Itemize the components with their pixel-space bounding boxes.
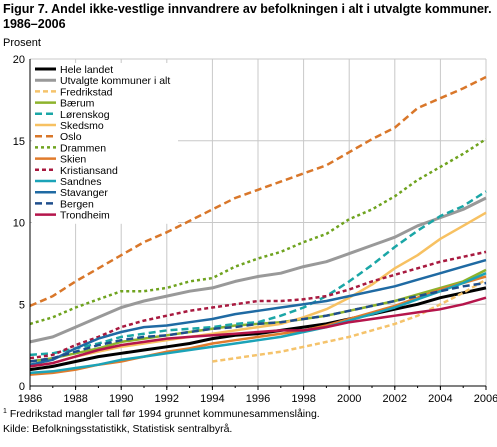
chart-title-line2: 1986–2006: [3, 17, 66, 31]
x-tick-label: 2006: [474, 393, 497, 405]
x-tick-label: 2002: [383, 393, 407, 405]
series-line: [212, 278, 487, 363]
legend-label: Kristiansand: [60, 165, 118, 177]
x-tick-label: 2004: [428, 393, 452, 405]
y-tick-label: 20: [13, 54, 25, 66]
series-line: [29, 190, 487, 357]
legend-label: Sandnes: [60, 176, 101, 188]
series-line: [29, 196, 487, 344]
y-tick-label: 0: [19, 381, 25, 393]
y-tick-label: 15: [13, 136, 25, 148]
legend-label: Trondheim: [60, 210, 110, 222]
legend-label: Utvalgte kommuner i alt: [60, 75, 170, 87]
legend-label: Hele landet: [60, 64, 113, 76]
axes: 0 5 10 15 20 1986 1988 1990 1992 1994 1996 1998 2000…: [13, 54, 497, 405]
series-line: [29, 258, 487, 366]
chart-title: Figur 7. Andel ikke-vestlige innvandrere…: [3, 2, 493, 32]
x-tick-label: 1998: [291, 393, 315, 405]
legend-label: Fredrikstad: [60, 86, 113, 98]
series-line: [29, 296, 487, 368]
footnote: 1 Fredrikstad mangler tall før 1994 grun…: [3, 404, 320, 422]
footnote-text: Fredrikstad mangler tall før 1994 grunne…: [6, 408, 320, 420]
source-note: Kilde: Befolkningsstatistikk, Statistisk…: [3, 423, 233, 435]
chart-title-line1: Figur 7. Andel ikke-vestlige innvandrere…: [3, 2, 492, 16]
legend-label: Bergen: [60, 198, 94, 210]
legend-label: Drammen: [60, 142, 106, 154]
series-line: [29, 272, 487, 375]
y-tick-label: 10: [13, 218, 25, 230]
legend-label: Skien: [60, 154, 86, 166]
series-line: [29, 211, 487, 368]
footnotes: 1 Fredrikstad mangler tall før 1994 grun…: [3, 404, 320, 437]
series-lines: [29, 75, 487, 376]
series-line: [29, 138, 487, 326]
x-tick-label: 1996: [246, 393, 270, 405]
x-tick-label: 2000: [337, 393, 361, 405]
x-tick-label: 1990: [109, 393, 133, 405]
x-tick-label: 1988: [63, 393, 87, 405]
legend-label: Lørenskog: [60, 109, 110, 121]
y-tick-label: 5: [19, 299, 25, 311]
legend-label: Bærum: [60, 98, 95, 110]
y-axis-label: Prosent: [3, 37, 41, 49]
footnote-mark: 1: [3, 408, 7, 415]
series-line: [29, 75, 487, 308]
series-line: [29, 281, 487, 363]
legend-label: Stavanger: [60, 187, 108, 199]
legend-background: [32, 63, 178, 224]
x-tick-label: 1992: [155, 393, 179, 405]
x-tick-label: 1986: [18, 393, 42, 405]
x-tick-label: 1994: [200, 393, 224, 405]
series-line: [29, 250, 487, 360]
legend-label: Oslo: [60, 131, 82, 143]
legend-label: Skedsmo: [60, 120, 104, 132]
series-line: [29, 286, 487, 372]
